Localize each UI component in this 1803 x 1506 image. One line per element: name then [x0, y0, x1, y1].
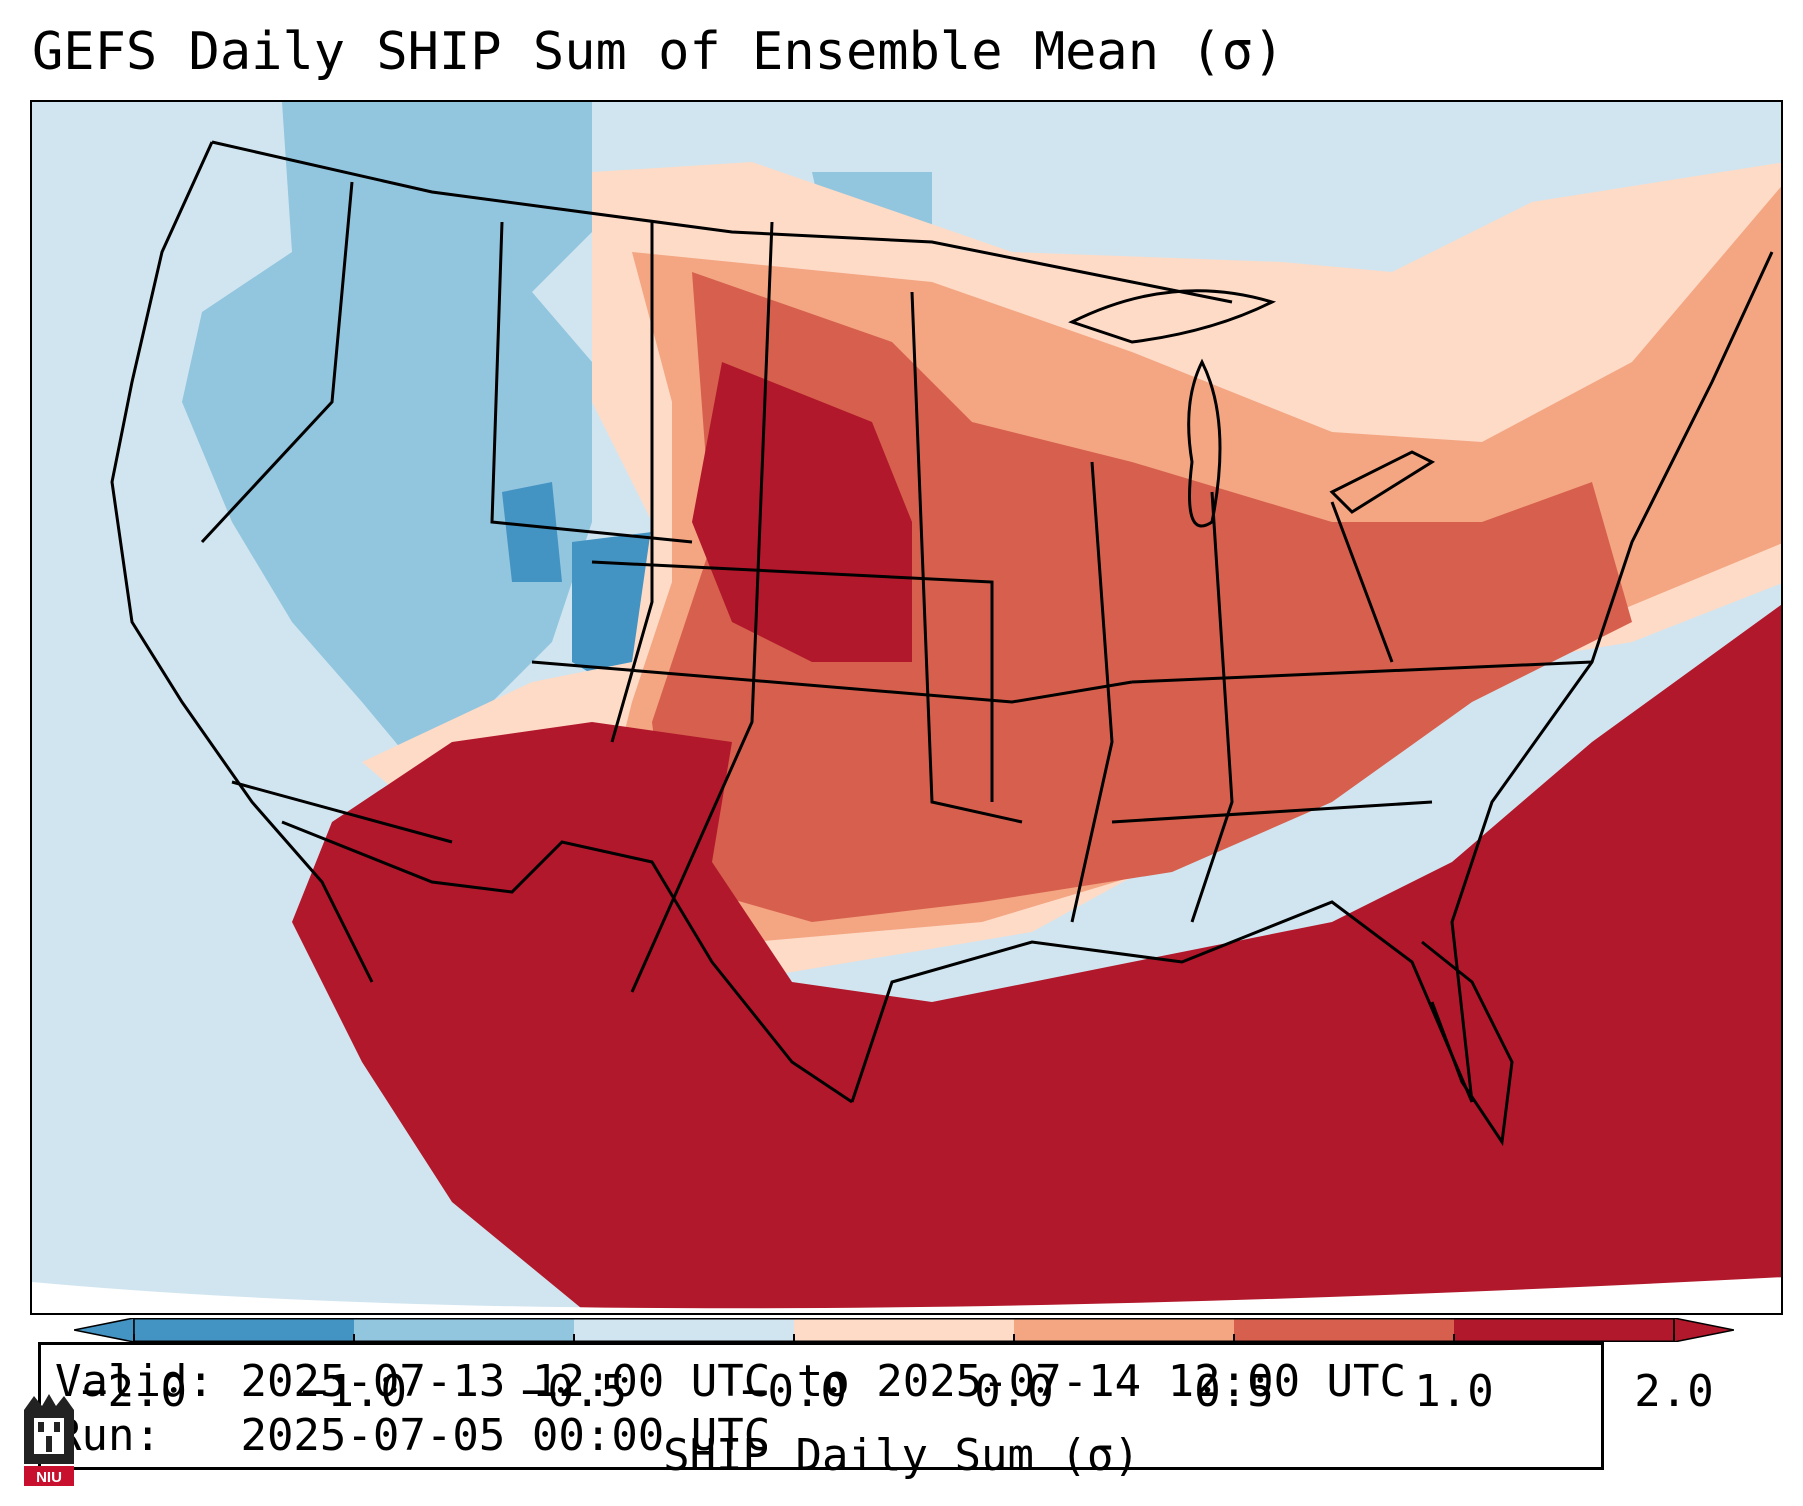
colorbar-extend-low	[74, 1318, 135, 1342]
colorbar-tick-label: −0.5	[521, 1366, 627, 1417]
map-title: GEFS Daily SHIP Sum of Ensemble Mean (σ)	[32, 22, 1285, 82]
us-mexico-border	[281, 820, 853, 1104]
colorbar-tick-label: 0.5	[1194, 1366, 1274, 1417]
colorbar-tick-label: −1.0	[301, 1366, 407, 1417]
map-panel	[30, 100, 1783, 1315]
colorbar-outline	[133, 1318, 1675, 1342]
colorbar-tick-label: −2.0	[81, 1366, 187, 1417]
state-line-3	[610, 222, 654, 743]
valid-run-box: Valid: 2025-07-13 12:00 UTC to 2025-07-1…	[38, 1342, 1604, 1470]
state-line-5	[910, 291, 1023, 824]
colorbar-tick-label: −0.0	[741, 1366, 847, 1417]
colorbar-tick-label: 2.0	[1634, 1366, 1714, 1417]
state-line-12	[1330, 501, 1394, 663]
us-west-coast	[110, 141, 374, 983]
field-red-max	[692, 362, 912, 662]
valid-label: Valid:	[55, 1356, 214, 1407]
colorbar	[74, 1318, 1734, 1342]
niu-logo-icon: NIU	[20, 1392, 78, 1488]
state-line-8	[1070, 461, 1114, 923]
colorbar-segment	[1234, 1318, 1454, 1342]
lake-erie	[1329, 450, 1436, 514]
colorbar-segment	[354, 1318, 574, 1342]
gulf-coast	[850, 900, 1474, 1103]
domain-edge	[32, 1277, 1781, 1313]
field-blue-west	[182, 102, 592, 762]
state-line-7	[531, 660, 1133, 704]
colorbar-segment	[1014, 1318, 1234, 1342]
state-line-9	[1190, 491, 1234, 923]
run-value: 2025-07-05 00:00 UTC	[240, 1410, 771, 1461]
field-red-mid	[652, 272, 1632, 922]
lake-michigan	[1187, 358, 1222, 528]
colorbar-segment	[134, 1318, 354, 1342]
colorbar-label: SHIP Daily Sum (σ)	[663, 1430, 1140, 1481]
state-line-13	[231, 780, 453, 844]
florida	[1421, 940, 1514, 1147]
state-line-11	[1111, 800, 1433, 824]
colorbar-extend-high	[1673, 1318, 1734, 1342]
valid-value: 2025-07-13 12:00 UTC to 2025-07-14 12:00…	[240, 1356, 1407, 1407]
logo-text: NIU	[36, 1469, 62, 1486]
field-blue-deep2	[502, 482, 562, 582]
colorbar-tick-label: 1.0	[1414, 1366, 1494, 1417]
field-red-south	[292, 604, 1781, 1313]
colorbar-segment	[574, 1318, 794, 1342]
colorbar-segment	[794, 1318, 1014, 1342]
state-line-6	[591, 560, 994, 802]
colorbar-segment	[1454, 1318, 1674, 1342]
state-line-2	[490, 221, 693, 544]
state-line-10	[1131, 660, 1593, 684]
boundary-lines	[110, 140, 1774, 1147]
state-line-4	[630, 221, 774, 993]
state-line-1	[200, 181, 354, 544]
colorbar-tick-label: 0.0	[974, 1366, 1054, 1417]
lake-superior	[1068, 289, 1277, 344]
us-border-north	[211, 140, 1233, 304]
